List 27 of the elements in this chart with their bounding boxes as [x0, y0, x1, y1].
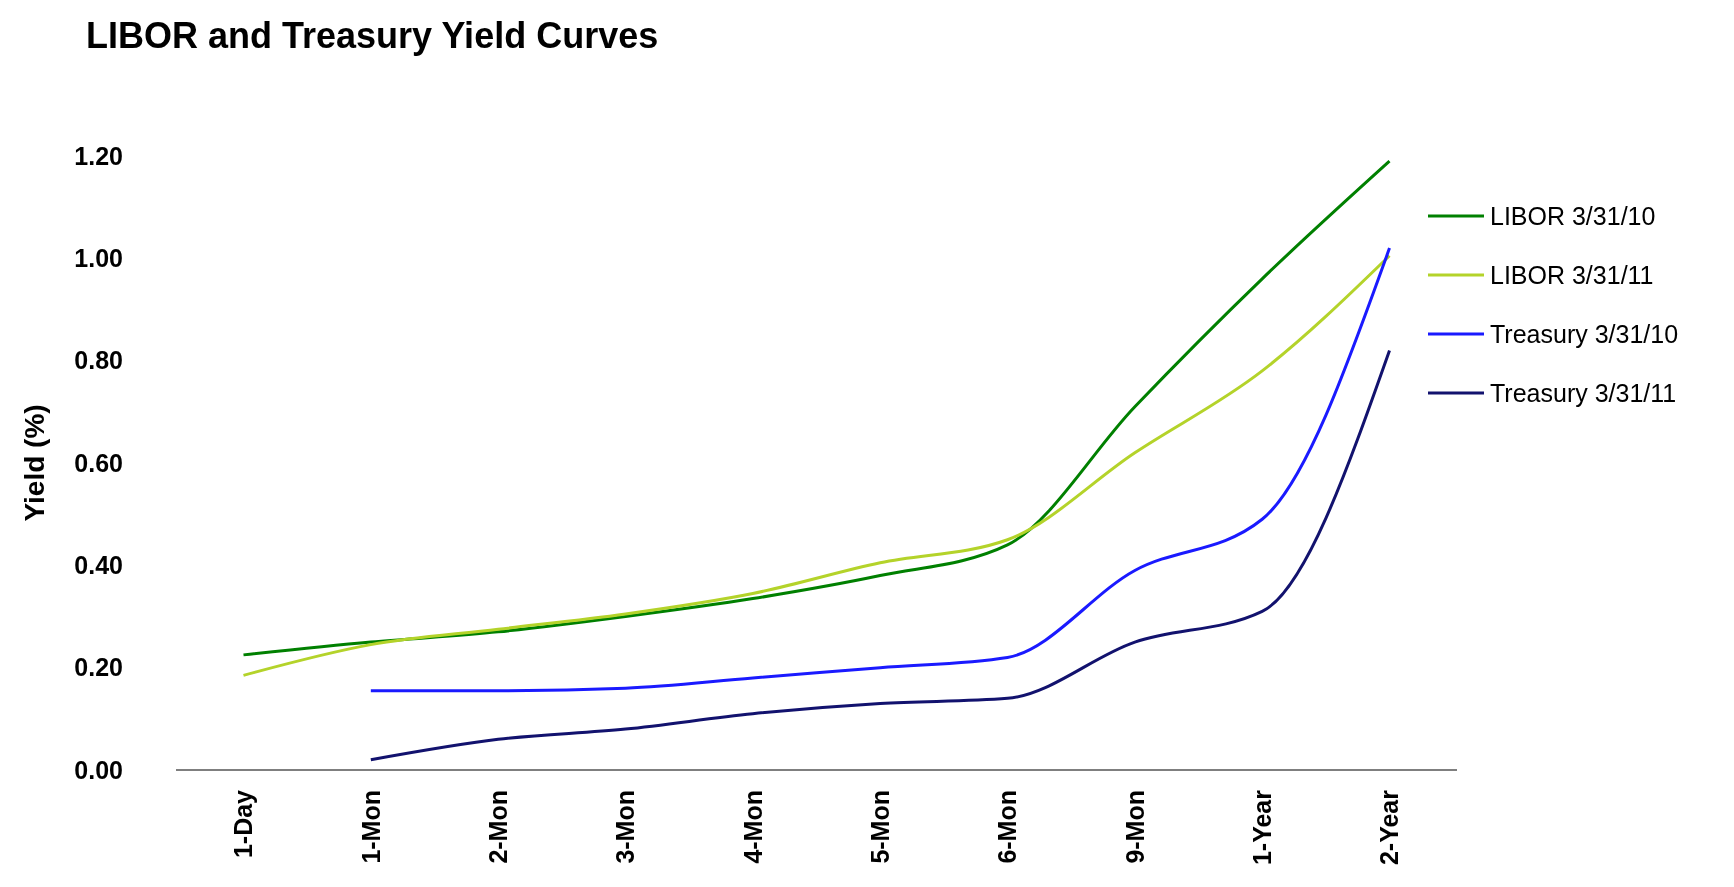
y-tick-label: 0.20 — [74, 653, 123, 682]
x-tick-label: 3-Mon — [611, 790, 640, 864]
x-tick-label: 4-Mon — [738, 790, 767, 864]
y-tick-label: 0.40 — [74, 551, 123, 580]
x-tick-label: 5-Mon — [865, 790, 894, 864]
legend-label: Treasury 3/31/11 — [1490, 378, 1677, 407]
legend-label: LIBOR 3/31/10 — [1490, 201, 1656, 230]
line-series — [241, 254, 1392, 677]
y-axis-title: Yield (%) — [19, 404, 50, 522]
y-tick-label: 1.00 — [74, 244, 123, 273]
line-series — [369, 246, 1392, 693]
x-tick-label: 2-Year — [1375, 789, 1404, 866]
y-tick-label: 0.00 — [74, 755, 123, 784]
x-tick-label: 6-Mon — [993, 790, 1022, 864]
x-tick-label: 9-Mon — [1120, 790, 1149, 864]
x-tick-label: 1-Mon — [356, 790, 385, 864]
line-series — [369, 348, 1392, 762]
x-tick-label: 1-Day — [229, 789, 258, 859]
x-tick-label: 1-Year — [1247, 789, 1276, 866]
y-tick-label: 0.80 — [74, 346, 123, 375]
y-tick-label: 0.60 — [74, 448, 123, 477]
legend-label: Treasury 3/31/10 — [1490, 319, 1679, 348]
x-tick-label: 2-Mon — [483, 790, 512, 864]
legend-label: LIBOR 3/31/11 — [1490, 260, 1654, 289]
y-tick-label: 1.20 — [74, 141, 123, 170]
chart-title: LIBOR and Treasury Yield Curves — [86, 15, 659, 56]
line-series — [241, 159, 1392, 657]
